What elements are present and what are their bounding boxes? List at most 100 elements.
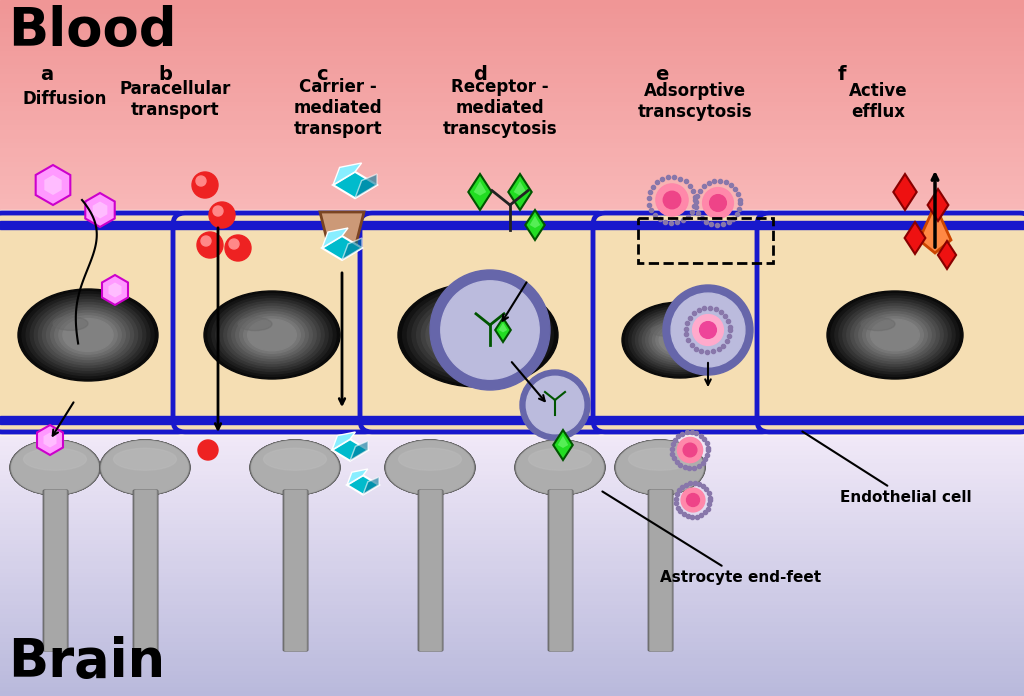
Bar (0, 185, 1024, 189)
Bar (0, 569, 1024, 574)
Bar (0, 116, 1024, 120)
Bar (0, 148, 1024, 152)
Polygon shape (319, 212, 364, 248)
Bar (0, 254, 1024, 259)
Bar (0, 74, 1024, 79)
Bar (0, 315, 1024, 319)
Ellipse shape (244, 317, 300, 354)
Bar (0, 578, 1024, 582)
Bar (133, 490, 157, 650)
Ellipse shape (386, 441, 474, 494)
Ellipse shape (642, 315, 718, 365)
Bar (0, 448, 1024, 452)
Bar (45, 490, 66, 650)
Ellipse shape (227, 306, 316, 363)
Ellipse shape (659, 326, 700, 354)
Ellipse shape (101, 441, 189, 494)
Ellipse shape (516, 441, 604, 494)
Text: e: e (655, 65, 669, 84)
Ellipse shape (251, 441, 340, 495)
Bar (549, 490, 570, 650)
Bar (0, 590, 1024, 594)
Ellipse shape (629, 448, 691, 470)
Bar (0, 676, 1024, 680)
Bar (0, 382, 1024, 386)
Ellipse shape (100, 440, 189, 495)
Ellipse shape (10, 440, 99, 495)
Ellipse shape (450, 317, 507, 354)
Ellipse shape (387, 441, 473, 493)
Ellipse shape (10, 441, 99, 495)
Polygon shape (529, 216, 541, 228)
Bar (0, 296, 1024, 301)
Bar (0, 14, 1024, 19)
Bar (0, 659, 1024, 663)
Ellipse shape (27, 294, 150, 376)
Polygon shape (85, 193, 115, 227)
Bar (0, 619, 1024, 623)
Ellipse shape (101, 441, 188, 494)
Bar (44, 490, 66, 650)
Ellipse shape (855, 309, 935, 361)
Ellipse shape (10, 441, 99, 495)
Bar (0, 42, 1024, 46)
Ellipse shape (615, 441, 705, 495)
Bar (0, 162, 1024, 166)
Ellipse shape (617, 441, 702, 493)
Ellipse shape (862, 314, 928, 356)
Ellipse shape (386, 441, 474, 495)
Bar (284, 490, 306, 650)
Bar (0, 236, 1024, 241)
Polygon shape (322, 236, 362, 260)
Ellipse shape (58, 316, 117, 354)
Bar (0, 615, 1024, 619)
Bar (44, 490, 66, 650)
Bar (0, 46, 1024, 51)
Bar (418, 490, 441, 650)
Bar (0, 19, 1024, 23)
Ellipse shape (387, 441, 473, 494)
Ellipse shape (216, 299, 328, 371)
Polygon shape (322, 228, 348, 248)
Ellipse shape (870, 319, 920, 351)
Ellipse shape (616, 441, 703, 493)
Text: Astrocyte end-feet: Astrocyte end-feet (602, 491, 821, 585)
Bar (0, 292, 1024, 296)
Bar (0, 406, 1024, 411)
Bar (549, 490, 571, 650)
Ellipse shape (251, 441, 339, 494)
Bar (0, 129, 1024, 134)
Polygon shape (938, 241, 956, 269)
Bar (43, 490, 67, 650)
Bar (0, 222, 1024, 227)
Ellipse shape (252, 441, 338, 493)
Bar (648, 490, 672, 650)
Bar (0, 549, 1024, 553)
Bar (0, 472, 1024, 476)
Ellipse shape (114, 448, 176, 470)
Ellipse shape (827, 291, 963, 379)
Ellipse shape (517, 441, 603, 493)
Ellipse shape (54, 313, 121, 357)
Text: f: f (838, 65, 847, 84)
Ellipse shape (616, 441, 703, 494)
Bar (0, 419, 1024, 423)
Circle shape (678, 437, 702, 463)
Ellipse shape (251, 441, 339, 494)
Bar (0, 395, 1024, 399)
Ellipse shape (616, 441, 703, 494)
Bar (43, 490, 67, 650)
Bar (0, 655, 1024, 659)
Bar (650, 490, 671, 650)
Text: c: c (316, 65, 328, 84)
Text: Receptor -
mediated
transcytosis: Receptor - mediated transcytosis (442, 78, 557, 138)
Ellipse shape (385, 440, 475, 495)
Ellipse shape (101, 441, 188, 494)
Ellipse shape (655, 324, 705, 356)
Ellipse shape (408, 289, 549, 381)
Bar (0, 245, 1024, 250)
Bar (0, 431, 1024, 435)
Ellipse shape (516, 441, 604, 495)
Ellipse shape (50, 310, 125, 360)
Circle shape (710, 195, 726, 212)
